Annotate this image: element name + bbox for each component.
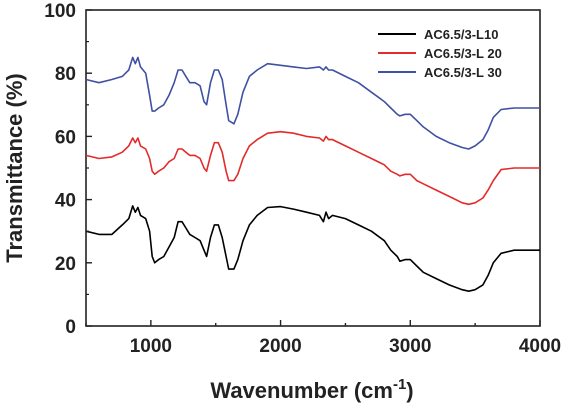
x-tick-label-1000: 1000 [130,336,172,357]
x-tick-label-4000: 4000 [519,336,561,357]
y-tick-label-0: 0 [65,317,76,338]
legend-label-2: AC6.5/3-L 20 [424,46,502,61]
y-tick-label-60: 60 [55,127,76,148]
y-tick-label-20: 20 [55,254,76,275]
series-lines [85,56,540,292]
x-axis-title-close: ) [406,378,413,403]
legend: AC6.5/3-L10 AC6.5/3-L 20 AC6.5/3-L 30 [378,27,502,80]
y-tick-label-40: 40 [55,191,76,212]
axis-ticks: 0 20 40 60 80 100 1000 2000 3000 4000 [44,1,561,357]
series-line-2 [85,130,540,206]
x-axis-title: Wavenumber (cm-1) [210,376,413,403]
y-axis-title: Transmittance (%) [2,73,27,263]
x-axis-title-main: Wavenumber (cm [210,378,393,403]
x-tick-label-3000: 3000 [389,336,431,357]
series-line-1 [85,205,540,292]
x-axis-title-superscript: -1 [393,376,406,393]
x-tick-label-2000: 2000 [259,336,301,357]
legend-label-1: AC6.5/3-L10 [424,27,498,42]
series-line-3 [85,56,540,150]
legend-label-3: AC6.5/3-L 30 [424,65,502,80]
y-tick-label-80: 80 [55,64,76,85]
y-tick-label-100: 100 [44,1,76,22]
